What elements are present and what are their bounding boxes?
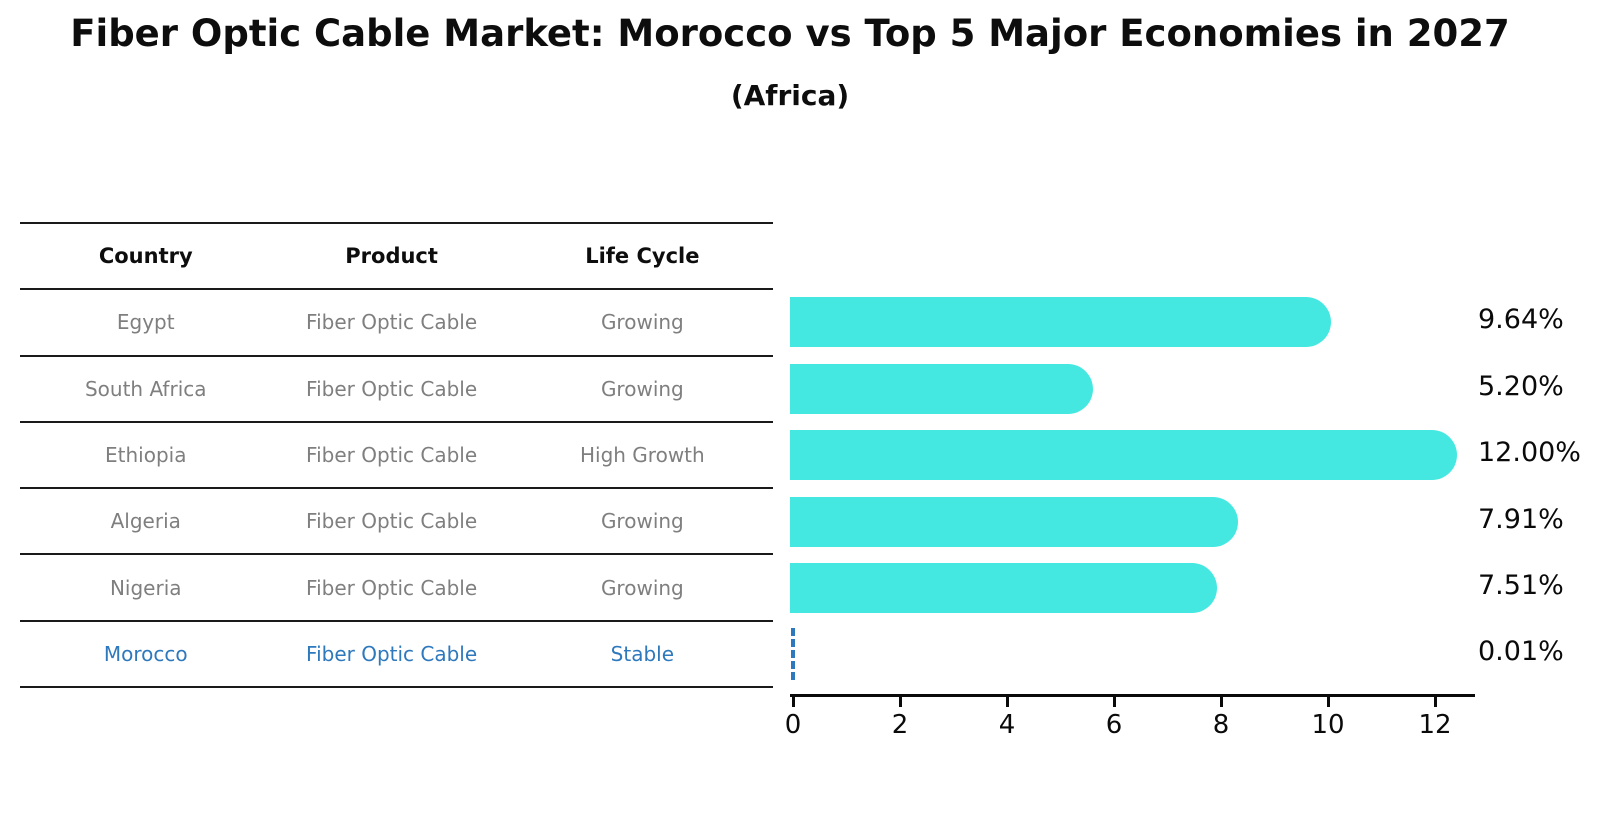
x-axis-tick-6 bbox=[1112, 697, 1116, 707]
cell-country: Egypt bbox=[116, 310, 175, 335]
cell-country: Ethiopia bbox=[105, 442, 187, 467]
value-label-ethiopia: 12.00% bbox=[1478, 437, 1581, 469]
table-row-nigeria: Nigeria Fiber Optic Cable Growing bbox=[20, 555, 773, 622]
table-header-row: Country Product Life Cycle bbox=[20, 224, 773, 291]
cell-country: South Africa bbox=[84, 376, 207, 401]
cell-life-cycle: Growing bbox=[600, 310, 684, 335]
table-row-algeria: Algeria Fiber Optic Cable Growing bbox=[20, 489, 773, 556]
bar-algeria bbox=[790, 496, 1239, 547]
bar-morocco-dashed bbox=[791, 628, 795, 681]
x-axis-tick-label-2: 2 bbox=[891, 710, 909, 740]
cell-product: Fiber Optic Cable bbox=[306, 376, 478, 401]
x-axis-tick-label-0: 0 bbox=[784, 710, 802, 740]
x-axis-tick-8 bbox=[1219, 697, 1223, 707]
cell-life-cycle: Growing bbox=[600, 509, 684, 534]
bar-egypt bbox=[790, 297, 1331, 348]
x-axis-tick-2 bbox=[898, 697, 902, 707]
x-axis-tick-label-12: 12 bbox=[1418, 710, 1452, 740]
x-axis-tick-label-10: 10 bbox=[1311, 710, 1345, 740]
table-row-south-africa: South Africa Fiber Optic Cable Growing bbox=[20, 357, 773, 423]
table-row-egypt: Egypt Fiber Optic Cable Growing bbox=[20, 290, 773, 357]
cell-product: Fiber Optic Cable bbox=[306, 641, 478, 666]
table-row-ethiopia: Ethiopia Fiber Optic Cable High Growth bbox=[20, 423, 773, 490]
x-axis-tick-4 bbox=[1005, 697, 1009, 707]
x-axis-tick-10 bbox=[1326, 697, 1330, 707]
table-row-morocco: Morocco Fiber Optic Cable Stable bbox=[20, 622, 773, 688]
cell-product: Fiber Optic Cable bbox=[306, 509, 478, 534]
value-label-egypt: 9.64% bbox=[1478, 304, 1564, 336]
value-label-south-africa: 5.20% bbox=[1478, 370, 1564, 402]
cell-country: Algeria bbox=[110, 509, 181, 534]
value-label-nigeria: 7.51% bbox=[1478, 569, 1564, 601]
x-axis-tick-12 bbox=[1433, 697, 1437, 707]
cell-product: Fiber Optic Cable bbox=[306, 575, 478, 600]
page-title: Fiber Optic Cable Market: Morocco vs Top… bbox=[70, 12, 1510, 55]
cell-product: Fiber Optic Cable bbox=[306, 442, 478, 467]
bar-ethiopia bbox=[790, 430, 1457, 481]
bar-south-africa bbox=[790, 363, 1094, 414]
x-axis-tick-label-6: 6 bbox=[1105, 710, 1123, 740]
page-subtitle: (Africa) bbox=[730, 79, 850, 112]
bar-nigeria bbox=[790, 562, 1217, 613]
x-axis-tick-0 bbox=[791, 697, 795, 707]
value-label-morocco: 0.01% bbox=[1478, 636, 1564, 668]
market-table: Country Product Life Cycle Egypt Fiber Optic… bbox=[20, 222, 773, 688]
x-axis-line bbox=[790, 694, 1476, 697]
cell-country: Morocco bbox=[103, 641, 188, 666]
cell-life-cycle: Growing bbox=[600, 376, 684, 401]
x-axis-tick-label-8: 8 bbox=[1212, 710, 1230, 740]
column-header-life-cycle: Life Cycle bbox=[585, 244, 700, 269]
x-axis-tick-label-4: 4 bbox=[998, 710, 1016, 740]
cell-product: Fiber Optic Cable bbox=[306, 310, 478, 335]
column-header-country: Country bbox=[98, 244, 193, 269]
cell-life-cycle: Stable bbox=[610, 641, 675, 666]
cell-life-cycle: High Growth bbox=[579, 442, 705, 467]
column-header-product: Product bbox=[345, 244, 438, 269]
cell-life-cycle: Growing bbox=[600, 575, 684, 600]
cell-country: Nigeria bbox=[109, 575, 182, 600]
value-label-algeria: 7.91% bbox=[1478, 503, 1564, 535]
